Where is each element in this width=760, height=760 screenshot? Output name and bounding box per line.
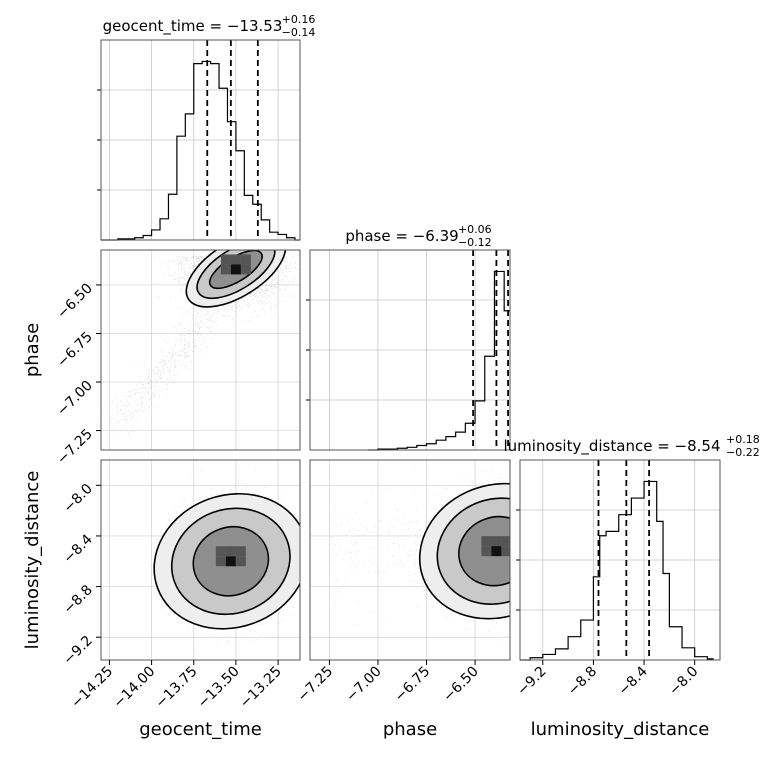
y-tick-label-phase: −6.75 [54,329,96,371]
y-tick-label-luminosity_distance: −8.8 [60,582,95,617]
panel-frame [100,459,301,661]
x-tick-label-geocent_time: −13.75 [153,664,201,712]
x-tick-label-luminosity_distance: −8.4 [616,663,651,698]
density-bin [481,546,492,557]
title-phase: phase = −6.39 [345,227,458,245]
title-upper-error: +0.18 [726,433,760,446]
x-tick-label-phase: −6.50 [440,664,482,706]
x-axis-label-luminosity_distance: luminosity_distance [531,719,710,740]
y-tick-label-phase: −6.50 [54,280,96,322]
density-panel-geocent_time-phase [100,249,301,451]
density-bin [235,546,246,557]
hist-panel-phase [306,249,511,451]
x-tick-label-luminosity_distance: −9.2 [514,664,549,699]
x-tick-label-phase: −6.75 [392,664,434,706]
panel-frame [100,39,301,241]
hist-panel-luminosity_distance [516,459,721,661]
density-bin [481,536,492,547]
density-bin [220,264,231,275]
x-tick-label-geocent_time: −13.25 [237,664,285,712]
x-tick-label-luminosity_distance: −8.0 [666,664,701,699]
x-tick-label-geocent_time: −13.50 [195,664,243,712]
density-bin [491,536,502,547]
x-tick-label-luminosity_distance: −8.8 [565,664,600,699]
title-lower-error: −0.22 [726,446,760,459]
hist-panel-geocent_time [97,39,301,241]
density-bin [215,556,226,567]
histogram-geocent_time [101,60,300,241]
density-bin [225,556,236,567]
density-bin [225,546,236,557]
y-tick-label-luminosity_distance: −9.2 [60,633,95,668]
x-tick-label-geocent_time: −14.25 [68,664,116,712]
density-bin [501,546,510,557]
density-bin [491,546,502,557]
histogram-luminosity_distance [520,480,714,661]
y-axis-label-luminosity_distance: luminosity_distance [22,471,43,650]
panel-frame [309,249,511,451]
y-tick-label-luminosity_distance: −8.0 [60,481,95,516]
panel-frame [309,459,511,661]
x-tick-label-phase: −7.00 [343,664,385,706]
title-upper-error: +0.16 [282,13,316,26]
x-tick-label-geocent_time: −14.00 [110,664,158,712]
y-axis-label-phase: phase [22,323,43,377]
title-lower-error: −0.12 [458,236,492,249]
panel-frame [100,249,301,451]
density-panel-phase-luminosity_distance [309,459,511,661]
y-tick-label-phase: −7.00 [54,378,96,420]
panel-frame [519,459,721,661]
density-bin [235,556,246,567]
density-bin [220,254,231,265]
histogram-phase [368,270,510,451]
density-panel-geocent_time-luminosity_distance [100,459,301,661]
density-bin [240,264,251,275]
x-axis-label-geocent_time: geocent_time [139,719,262,740]
title-lower-error: −0.14 [282,26,316,39]
title-luminosity_distance: luminosity_distance = −8.54 [503,437,720,456]
y-tick-label-luminosity_distance: −8.4 [60,531,95,566]
y-tick-label-phase: −7.25 [54,426,96,468]
title-geocent_time: geocent_time = −13.53 [103,17,283,36]
density-bin [230,264,241,275]
density-bin [501,536,510,547]
x-axis-label-phase: phase [383,719,437,740]
density-bin [230,254,241,265]
density-bin [215,546,226,557]
x-tick-label-phase: −7.25 [295,664,337,706]
density-bin [240,254,251,265]
title-upper-error: +0.06 [458,223,492,236]
